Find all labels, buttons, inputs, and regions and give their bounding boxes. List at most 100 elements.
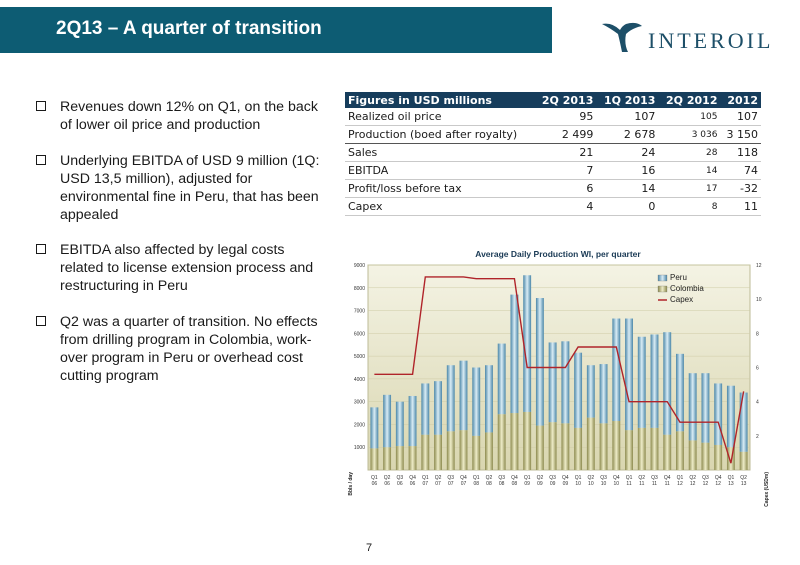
bar-peru [612,318,621,422]
bullet-item: Q2 was a quarter of transition. No effec… [36,313,326,385]
x-tick-label: Q4 [511,475,518,481]
bar-colombia [459,430,468,470]
y-tick-label: 7000 [354,309,365,315]
table-cell: 118 [720,143,761,162]
y-tick-label: 3000 [354,400,365,406]
legend-label: Peru [670,273,687,282]
table-cell: 17 [658,179,721,198]
checkbox-bullet-icon [36,101,46,111]
table-row: EBITDA 7 16 14 74 [345,161,761,180]
chart-title: Average Daily Production WI, per quarter [475,249,641,259]
x-tick-label: Q1 [524,475,531,481]
y-axis-label: Bbls / day [348,472,354,496]
x-tick-label: 06 [410,481,416,487]
production-chart: Average Daily Production WI, per quarter… [348,249,770,507]
logo-text: INTEROIL [648,28,774,53]
column-header: 1Q 2013 [596,92,659,108]
y2-tick-label: 8 [756,331,759,337]
y2-tick-label: 10 [756,297,762,303]
x-tick-label: 10 [575,481,581,487]
x-tick-label: Q4 [409,475,416,481]
x-tick-label: 08 [512,481,518,487]
bullet-text: Q2 was a quarter of transition. No effec… [60,314,318,384]
x-tick-label: 08 [486,481,492,487]
table-cell: 3 150 [720,125,761,144]
bar-colombia [510,413,519,470]
x-tick-label: 06 [397,481,403,487]
table-cell: 2 499 [534,125,597,144]
bullet-text: EBITDA also affected by legal costs rela… [60,242,314,294]
bar-peru [599,364,608,424]
x-tick-label: Q2 [486,475,493,481]
x-tick-label: Q3 [396,475,403,481]
y2-tick-label: 6 [756,366,759,372]
bar-peru [574,352,583,428]
table-cell: Profit/loss before tax [345,179,535,198]
table-cell: 14 [658,161,721,180]
bar-colombia [535,425,544,470]
x-tick-label: 10 [614,481,620,487]
line-capex [374,276,745,464]
y2-tick-label: 12 [756,263,762,269]
column-header: 2Q 2013 [534,92,597,108]
bar-peru [663,332,672,435]
bar-peru [383,394,392,448]
table-cell: 7 [534,161,597,180]
table-cell: 16 [596,161,659,180]
bar-colombia [548,422,557,470]
x-tick-label: 07 [435,481,441,487]
checkbox-bullet-icon [36,316,46,326]
x-tick-label: Q2 [384,475,391,481]
table-cell: 24 [596,143,659,162]
bar-colombia [739,451,748,470]
bar-colombia [523,411,532,470]
x-tick-label: 11 [665,481,670,487]
table-cell: 107 [720,108,761,126]
bar-peru [485,365,493,433]
x-tick-label: Q1 [371,475,378,481]
bar-colombia [663,434,672,470]
x-tick-label: 12 [677,481,683,487]
y2-tick-label: 2 [756,434,759,440]
x-tick-label: Q2 [435,475,442,481]
column-header: Figures in USD millions [345,92,535,108]
x-tick-label: 08 [473,481,479,487]
bar-peru [714,383,723,445]
table-cell: Realized oil price [345,108,535,126]
bar-peru [561,341,570,424]
bar-peru [688,373,697,441]
legend-label: Colombia [670,284,704,293]
bar-colombia [650,427,659,470]
table-cell: 6 [534,179,597,198]
x-tick-label: Q4 [562,475,569,481]
x-tick-label: Q1 [575,475,582,481]
bar-peru [726,385,735,448]
x-tick-label: 12 [690,481,696,487]
x-tick-label: Q2 [638,475,645,481]
bullet-item: EBITDA also affected by legal costs rela… [36,241,326,295]
bullet-list: Revenues down 12% on Q1, on the back of … [36,98,326,403]
x-tick-label: Q4 [613,475,620,481]
table-cell: 74 [720,161,761,180]
x-tick-label: Q4 [715,475,722,481]
x-tick-label: 06 [372,481,378,487]
x-tick-label: 13 [728,481,734,487]
bar-colombia [485,432,493,470]
bar-peru [625,318,633,431]
table-cell: 2 678 [596,125,659,144]
title-bar [0,7,552,53]
interoil-logo: INTEROIL [600,18,790,54]
bar-peru [497,343,506,415]
bar-peru [535,298,544,426]
x-tick-label: 06 [384,481,390,487]
column-header: 2Q 2012 [658,92,721,108]
bar-colombia [726,447,735,470]
bar-colombia [408,446,417,470]
y-tick-label: 8000 [354,286,365,292]
x-tick-label: 10 [588,481,594,487]
checkbox-bullet-icon [36,155,46,165]
table-cell: EBITDA [345,161,535,180]
bar-peru [408,395,417,447]
x-tick-label: Q1 [677,475,684,481]
checkbox-bullet-icon [36,244,46,254]
